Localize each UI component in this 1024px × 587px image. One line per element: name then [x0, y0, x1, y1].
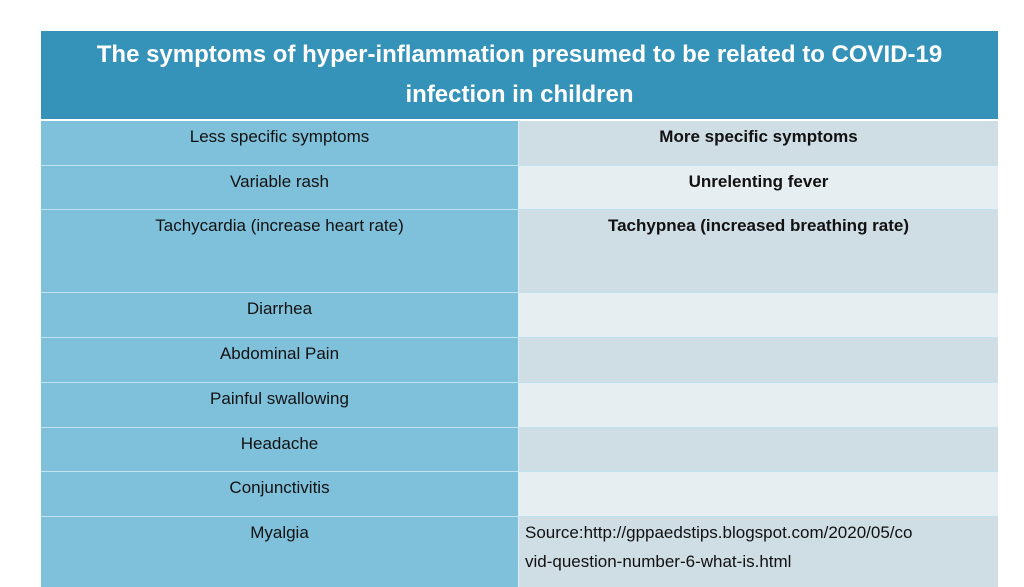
- table-row: Diarrhea: [41, 293, 998, 338]
- column-header-less-specific: Less specific symptoms: [41, 121, 519, 165]
- table-row: Abdominal Pain: [41, 338, 998, 383]
- table-row: Myalgia Source:http://gppaedstips.blogsp…: [41, 517, 998, 587]
- less-specific-cell: Headache: [41, 428, 519, 471]
- more-specific-cell: [519, 428, 998, 471]
- more-specific-cell: [519, 472, 998, 516]
- less-specific-cell: Myalgia: [41, 517, 519, 587]
- more-specific-cell: [519, 338, 998, 382]
- table-row: Painful swallowing: [41, 383, 998, 428]
- less-specific-cell: Tachycardia (increase heart rate): [41, 210, 519, 292]
- title-line-1: The symptoms of hyper-inflammation presu…: [96, 41, 943, 68]
- less-specific-cell: Diarrhea: [41, 293, 519, 337]
- table-row: Tachycardia (increase heart rate) Tachyp…: [41, 210, 998, 293]
- table-row: Conjunctivitis: [41, 472, 998, 517]
- source-line-1: Source:http://gppaedstips.blogspot.com/2…: [525, 523, 913, 542]
- column-header-row: Less specific symptoms More specific sym…: [41, 121, 998, 166]
- table-row: Variable rash Unrelenting fever: [41, 166, 998, 210]
- more-specific-cell: Tachypnea (increased breathing rate): [519, 210, 998, 292]
- column-header-more-specific: More specific symptoms: [519, 121, 998, 165]
- less-specific-cell: Conjunctivitis: [41, 472, 519, 516]
- table-title: The symptoms of hyper-inflammation presu…: [41, 31, 998, 121]
- more-specific-cell: [519, 383, 998, 427]
- source-line-2: vid-question-number-6-what-is.html: [525, 552, 792, 571]
- symptoms-table: The symptoms of hyper-inflammation presu…: [41, 31, 998, 587]
- less-specific-cell: Painful swallowing: [41, 383, 519, 427]
- more-specific-cell: Unrelenting fever: [519, 166, 998, 209]
- more-specific-cell: [519, 293, 998, 337]
- source-citation: Source:http://gppaedstips.blogspot.com/2…: [519, 517, 998, 587]
- less-specific-cell: Abdominal Pain: [41, 338, 519, 382]
- title-line-2: infection in children: [405, 81, 634, 108]
- table-row: Headache: [41, 428, 998, 472]
- less-specific-cell: Variable rash: [41, 166, 519, 209]
